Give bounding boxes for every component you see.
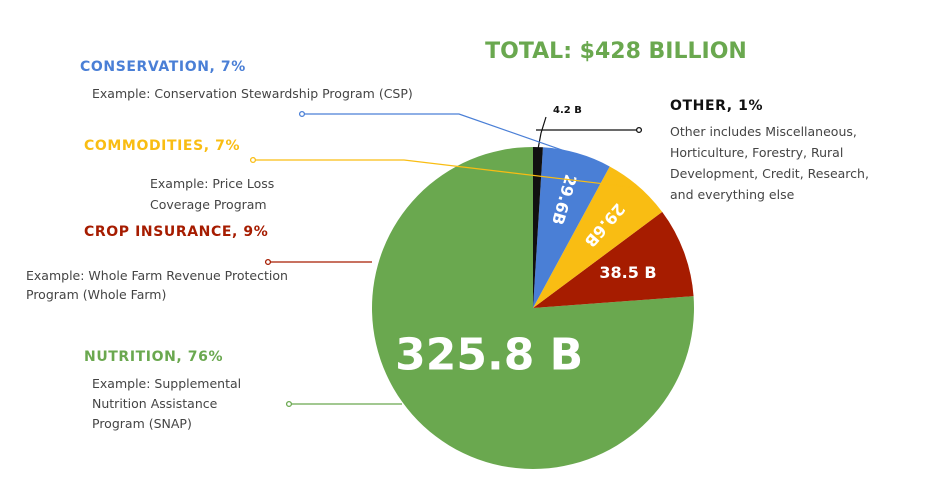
legend-description-line: Example: Price Loss (150, 176, 274, 191)
legend-description-line: Coverage Program (150, 197, 267, 212)
connector-dot-crop-insurance (264, 258, 272, 266)
legend-description-line: Horticulture, Forestry, Rural (670, 145, 843, 160)
legend-description-line: Program (Whole Farm) (26, 287, 166, 302)
legend-description-line: Development, Credit, Research, (670, 166, 869, 181)
legend-title-nutrition: NUTRITION, 76% (84, 349, 223, 365)
slice-label-other: 4.2 B (553, 105, 582, 116)
legend-title-commodities: COMMODITIES, 7% (84, 138, 240, 154)
legend-description-other: Other includes Miscellaneous, Horticultur… (670, 124, 869, 202)
legend-description-line: Example: Supplemental (92, 376, 241, 391)
connector-dot-other (635, 126, 643, 134)
legend-description-line: Example: Conservation Stewardship Progra… (92, 86, 413, 101)
legend-description-line: Other includes Miscellaneous, (670, 124, 857, 139)
legend-title-crop-insurance: CROP INSURANCE, 9% (84, 224, 268, 240)
legend-description-conservation: Example: Conservation Stewardship Progra… (92, 86, 413, 101)
slice-nutrition (371, 147, 694, 469)
legend-description-commodities: Example: Price Loss Coverage Program (150, 176, 274, 212)
legend-annotations: NUTRITION, 76% Example: Supplemental Nutri… (26, 59, 869, 431)
slice-label-nutrition: 325.8 B (395, 330, 583, 381)
legend-description-nutrition: Example: Supplemental Nutrition Assistanc… (92, 376, 241, 431)
slice-conservation (533, 147, 610, 308)
legend-title-conservation: CONSERVATION, 7% (80, 59, 246, 75)
connector-dot-nutrition (285, 400, 293, 408)
slice-label-crop-insurance: 38.5 B (599, 263, 656, 282)
slice-other (533, 147, 543, 308)
legend-description-line: Program (SNAP) (92, 416, 192, 431)
legend-description-line: Example: Whole Farm Revenue Protection (26, 268, 288, 283)
legend-description-line: Nutrition Assistance (92, 396, 218, 411)
slice-crop-insurance (533, 211, 694, 308)
legend-connectors (249, 110, 643, 408)
pie-slices (371, 147, 694, 469)
legend-description-line: and everything else (670, 187, 795, 202)
slice-commodities (533, 166, 663, 308)
connector-conservation (302, 113, 577, 156)
chart-title: TOTAL: $428 BILLION (485, 39, 747, 64)
slice-label-leader-other (537, 116, 547, 150)
legend-description-crop-insurance: Example: Whole Farm Revenue Protection Pr… (26, 268, 288, 302)
connector-dot-commodities (249, 156, 257, 164)
connector-dot-conservation (298, 110, 306, 118)
connector-commodities (253, 159, 638, 189)
legend-title-other: OTHER, 1% (670, 98, 763, 114)
